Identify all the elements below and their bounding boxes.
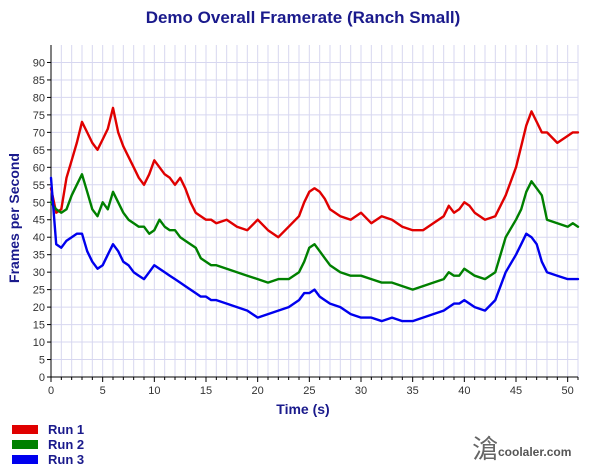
y-tick-label: 85 [33, 75, 45, 87]
y-tick-label: 5 [39, 355, 45, 367]
y-tick-label: 75 [33, 110, 45, 122]
x-tick-label: 45 [510, 385, 522, 397]
legend-swatch-run-3 [12, 455, 38, 464]
x-tick-label: 25 [303, 385, 315, 397]
x-tick-label: 20 [252, 385, 264, 397]
x-tick-label: 15 [200, 385, 212, 397]
y-tick-label: 35 [33, 250, 45, 262]
series-line-run-1 [49, 106, 580, 239]
y-tick-label: 80 [33, 92, 45, 104]
legend-label-run-1: Run 1 [48, 422, 84, 437]
axes: 0 5 10 15 20 25 30 35 40 45 50 55 60 65 70 75 80 85 90 0 5 10… [33, 45, 579, 397]
legend-swatch-run-1 [12, 425, 38, 434]
y-tick-label: 25 [33, 285, 45, 297]
series-lines [49, 106, 580, 323]
legend-swatch-run-2 [12, 440, 38, 449]
y-tick-label: 90 [33, 57, 45, 69]
y-tick-label: 10 [33, 337, 45, 349]
watermark-text: coolaler.com [498, 445, 571, 459]
grid [51, 45, 579, 377]
watermark-glyph: 滄 [472, 435, 498, 465]
x-tick-label: 35 [407, 385, 419, 397]
y-tick-label: 15 [33, 320, 45, 332]
y-tick-label: 40 [33, 232, 45, 244]
x-tick-label: 40 [458, 385, 470, 397]
legend-label-run-3: Run 3 [48, 452, 84, 467]
y-tick-label: 65 [33, 145, 45, 157]
series-line-run-2 [49, 173, 580, 291]
chart-title: Demo Overall Framerate (Ranch Small) [146, 8, 461, 27]
series-line-run-3 [49, 176, 580, 323]
y-tick-label: 50 [33, 197, 45, 209]
x-tick-label: 30 [355, 385, 367, 397]
y-tick-label: 20 [33, 302, 45, 314]
y-tick-label: 0 [39, 372, 45, 384]
y-tick-label: 30 [33, 267, 45, 279]
x-tick-label: 50 [562, 385, 574, 397]
y-axis-title: Frames per Second [6, 153, 22, 283]
y-tick-label: 45 [33, 215, 45, 227]
x-tick-label: 5 [100, 385, 106, 397]
y-tick-label: 55 [33, 180, 45, 192]
y-tick-label: 70 [33, 127, 45, 139]
y-tick-label: 60 [33, 162, 45, 174]
x-axis-title: Time (s) [276, 401, 329, 417]
x-tick-label: 10 [148, 385, 160, 397]
legend-label-run-2: Run 2 [48, 437, 84, 452]
x-tick-label: 0 [48, 385, 54, 397]
watermark: 滄 coolaler.com [472, 435, 571, 465]
